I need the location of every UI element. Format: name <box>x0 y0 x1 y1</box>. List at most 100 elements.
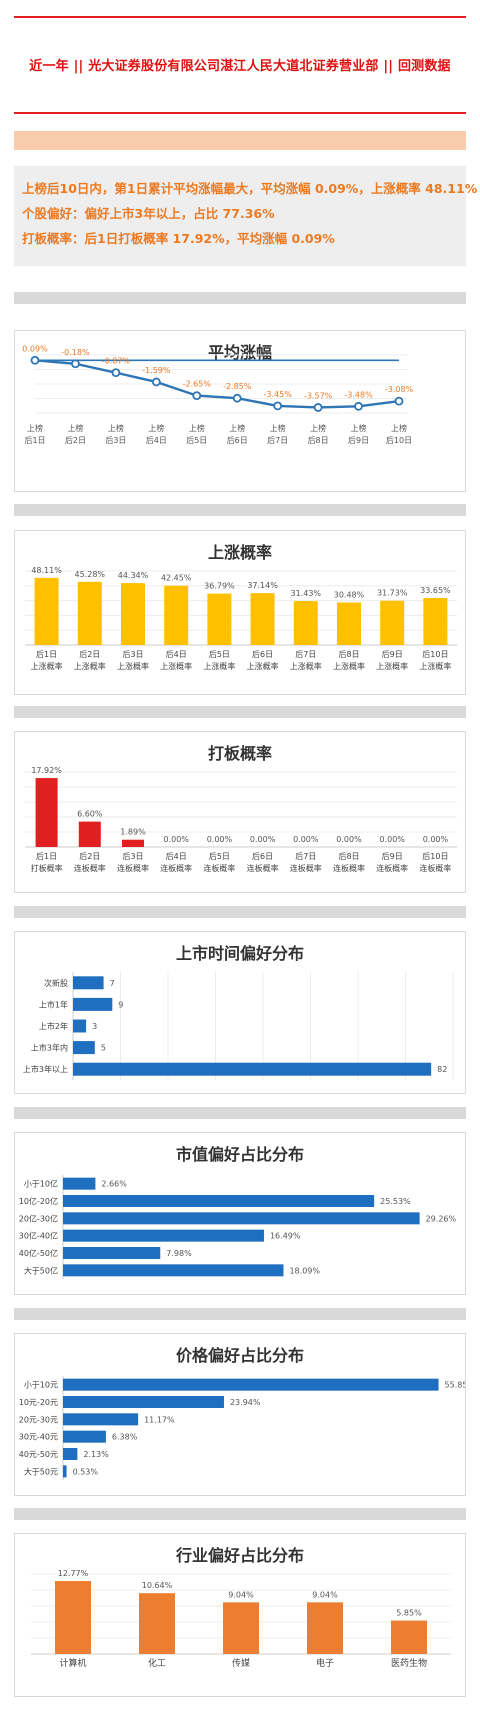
tick-label: 10亿-20亿 <box>19 1196 58 1206</box>
separator <box>14 1107 466 1119</box>
bar <box>63 1448 78 1460</box>
bar <box>63 1264 284 1277</box>
chart-title: 打板概率 <box>207 744 272 763</box>
tick-label: 10元-20元 <box>19 1398 58 1407</box>
data-label: 42.45% <box>161 574 192 583</box>
bar <box>55 1581 91 1654</box>
data-point <box>111 368 121 378</box>
tick-label: 后9日上涨概率 <box>376 649 408 671</box>
summary-line-1: 上榜后10日内，第1日累计平均涨幅最大，平均涨幅 0.09%，上涨概率 48.1… <box>22 181 478 196</box>
data-label: -0.18% <box>61 348 90 357</box>
data-label: 12.77% <box>58 1569 89 1578</box>
data-label: 44.34% <box>118 571 149 580</box>
data-label: 5 <box>101 1044 106 1053</box>
bar <box>63 1212 420 1225</box>
data-label: -3.48% <box>344 390 373 399</box>
data-label: 0.00% <box>163 835 189 844</box>
listing-time-chart: 7 次新股 9 上市1年 3 上市2年 5 上市3年内 82 上市3年以上 <box>23 972 454 1080</box>
bar <box>35 778 58 847</box>
data-label: 2.66% <box>101 1180 127 1189</box>
tick-label: 传媒 <box>232 1657 250 1669</box>
bar <box>207 593 232 645</box>
industry-chart: 12.77% 计算机 10.64% 化工 9.04% 传媒 9.04% 电子 5.85% 医药生物 <box>31 1569 451 1669</box>
chart-card-limit-prob: 打板概率 17.92% 后1日打板概率 6.60% 后2日连板概率 1.89% 后3日连板… <box>14 731 466 893</box>
bar <box>139 1593 175 1654</box>
bar <box>78 821 101 847</box>
tick-label: 后10日连板概率 <box>419 851 451 873</box>
data-point <box>30 355 40 365</box>
chart-title: 行业偏好占比分布 <box>175 1546 304 1565</box>
data-label: 0.00% <box>336 835 362 844</box>
tick-label: 电子 <box>316 1657 334 1669</box>
data-label: 16.49% <box>270 1232 301 1241</box>
data-label: 0.00% <box>423 835 449 844</box>
tick-label: 后4日上涨概率 <box>160 649 192 671</box>
bar <box>73 976 104 990</box>
tick-label: 40亿-50亿 <box>19 1248 58 1258</box>
data-label: -3.57% <box>304 391 333 400</box>
tick-label: 上榜后2日 <box>65 423 86 445</box>
data-label: 11.17% <box>144 1415 175 1424</box>
data-label: 7.98% <box>166 1249 192 1258</box>
tick-label: 后4日连板概率 <box>160 851 192 873</box>
data-point <box>273 401 283 411</box>
tick-label: 上榜后9日 <box>348 423 369 445</box>
chart-title: 价格偏好占比分布 <box>175 1346 304 1365</box>
bar <box>122 839 144 847</box>
data-label: 0.00% <box>250 835 276 844</box>
summary-box: 上榜后10日内，第1日累计平均涨幅最大，平均涨幅 0.09%，上涨概率 48.1… <box>14 166 477 266</box>
bar <box>63 1229 264 1242</box>
data-label: 48.11% <box>31 566 62 575</box>
separator <box>14 1508 466 1520</box>
tick-label: 后8日上涨概率 <box>333 649 365 671</box>
chart-card-price: 价格偏好占比分布 55.85% 小于10元 23.94% 10元-20元 11.17% 2… <box>14 1333 466 1496</box>
bar <box>63 1177 96 1190</box>
data-label: -3.08% <box>385 385 414 394</box>
data-label: 9.04% <box>312 1590 338 1599</box>
tick-label: 后3日上涨概率 <box>117 649 149 671</box>
data-label: 29.26% <box>426 1214 457 1223</box>
bar <box>63 1396 224 1408</box>
tick-label: 大于50亿 <box>24 1265 58 1275</box>
data-point <box>354 401 363 411</box>
data-label: 31.73% <box>377 589 408 598</box>
separator <box>14 504 466 516</box>
chart-title: 市值偏好占比分布 <box>175 1145 304 1164</box>
tick-label: 上榜后4日 <box>146 423 167 445</box>
separator <box>14 1308 466 1320</box>
bar <box>121 583 145 645</box>
market-cap-chart: 2.66% 小于10亿 25.53% 10亿-20亿 29.26% 20亿-30亿 16.4… <box>19 1175 457 1279</box>
header-bottom-rule <box>14 112 466 114</box>
data-label: 6.38% <box>112 1433 138 1442</box>
data-label: 0.09% <box>22 344 48 353</box>
page-title: 近一年 || 光大证券股份有限公司湛江人民大道北证券营业部 || 回测数据 <box>29 59 451 74</box>
data-label: 2.13% <box>83 1450 109 1459</box>
tick-label: 后9日连板概率 <box>376 851 408 873</box>
data-label: 17.92% <box>31 766 62 775</box>
data-label: 7 <box>110 979 115 988</box>
data-label: 45.28% <box>75 570 106 579</box>
data-label: 6.60% <box>77 810 103 819</box>
tick-label: 小于10元 <box>24 1381 58 1390</box>
data-label: 0.53% <box>73 1467 99 1476</box>
summary-line-3: 打板概率：后1日打板概率 17.92%，平均涨幅 0.09% <box>22 231 335 246</box>
bar <box>73 1019 87 1033</box>
bar <box>223 1602 259 1654</box>
tick-label: 后10日上涨概率 <box>419 649 451 671</box>
data-label: 37.14% <box>247 581 278 590</box>
tick-label: 上榜后8日 <box>308 423 329 445</box>
bar <box>63 1195 375 1207</box>
data-label: 0.00% <box>379 835 405 844</box>
data-label: 0.00% <box>293 835 319 844</box>
avg-rise-chart: 0.09% 上榜后1日 -0.18% 上榜后2日 -0.87% 上榜后3日 -1.59% 上榜… <box>22 344 414 445</box>
tick-label: 后6日上涨概率 <box>247 649 279 671</box>
tick-label: 上市3年内 <box>31 1043 68 1053</box>
separator <box>14 906 466 918</box>
data-label: 0.00% <box>207 835 233 844</box>
data-point <box>71 359 80 369</box>
tick-label: 计算机 <box>59 1657 86 1669</box>
tick-label: 后6日连板概率 <box>247 851 279 873</box>
series-line <box>34 359 400 409</box>
data-label: 3 <box>92 1022 97 1031</box>
data-label: 33.65% <box>420 586 451 595</box>
